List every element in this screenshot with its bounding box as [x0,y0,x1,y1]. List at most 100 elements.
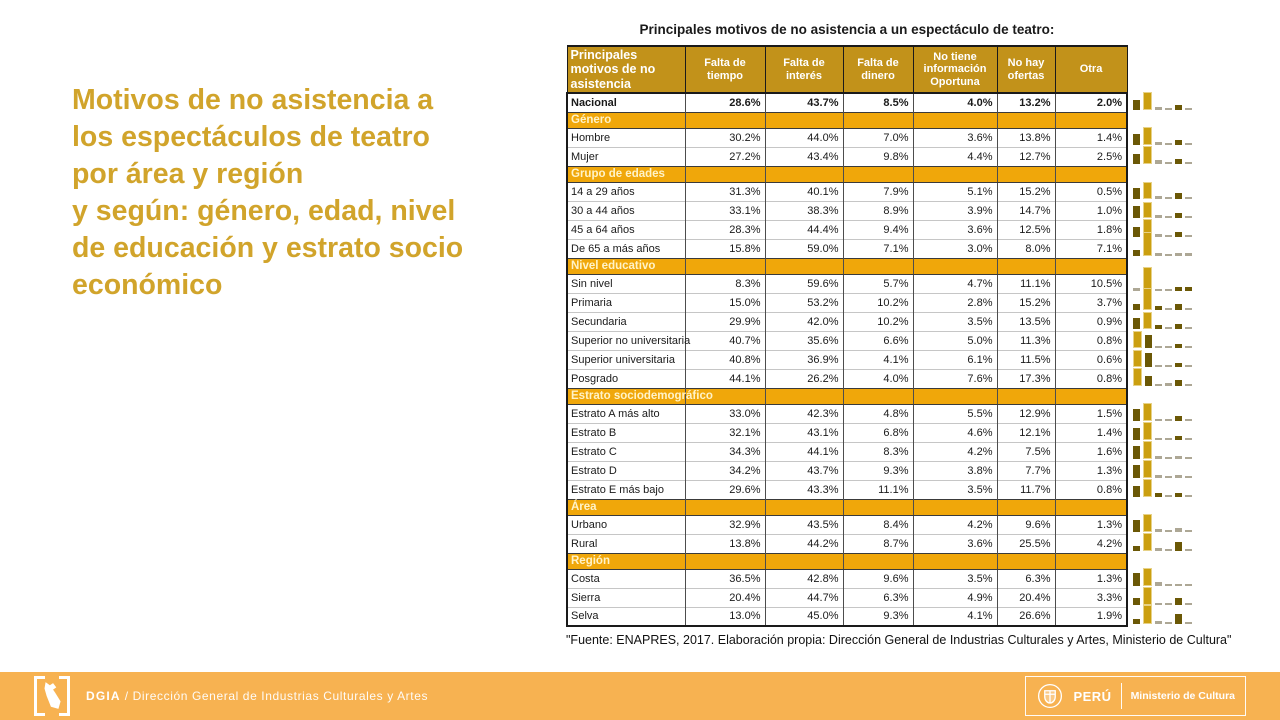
table-caption: Principales motivos de no asistencia a u… [639,22,1055,37]
row-sparkline-chart [1133,368,1192,387]
cell-value [765,111,844,129]
cell-value: 13.5% [997,311,1056,332]
row-sparkline-chart [1133,533,1192,552]
cell-value: 43.4% [765,146,844,167]
cell-value: 6.6% [843,330,914,351]
sparkline-bar [1185,346,1192,349]
sparkline-bar [1175,363,1182,368]
cell-value [997,498,1056,516]
column-header: Falta de dinero [842,44,914,95]
cell-value [1055,257,1128,275]
sparkline-bar [1175,213,1182,219]
cell-value: 17.3% [997,368,1056,389]
cell-value: 15.0% [685,292,766,313]
sparkline-cell [1127,422,1199,442]
sparkline-bar [1155,384,1162,387]
cell-value [997,257,1056,275]
cell-value [765,257,844,275]
cell-value: 8.7% [843,533,914,554]
row-label: Primaria [566,292,686,313]
cell-value: 3.5% [913,479,998,500]
cell-value: 15.8% [685,238,766,259]
cell-value [1055,498,1128,516]
sparkline-bar [1175,614,1182,625]
sparkline-bar [1175,380,1182,387]
sparkline-cell [1127,587,1199,607]
cell-value: 13.8% [685,533,766,554]
cell-value: 59.6% [765,273,844,294]
cell-value: 7.0% [843,127,914,148]
row-sparkline-chart [1133,219,1192,238]
row-label: Región [566,552,686,570]
cell-value: 4.7% [913,273,998,294]
cell-value [913,387,998,405]
column-header: No tiene información Oportuna [912,44,998,95]
cell-value [1055,111,1128,129]
row-sparkline-chart [1133,605,1192,625]
sparkline-bar [1165,235,1172,238]
right-bracket-icon [59,676,70,716]
cell-value: 14.7% [997,200,1056,221]
sparkline-bar [1165,383,1172,387]
row-label: 14 a 29 años [566,181,686,202]
cell-value: 1.3% [1055,460,1128,481]
cell-value: 44.1% [685,368,766,389]
cell-value: 5.7% [843,273,914,294]
cell-value: 4.4% [913,146,998,167]
sparkline-bar [1185,530,1192,533]
cell-value [843,498,914,516]
sparkline-cell [1127,201,1199,220]
sparkline-bar [1155,346,1162,349]
table-row: Estrato D 34.2% 43.7% 9.3% 3.8% 7.7% 1.3% [566,460,1199,481]
row-label: Posgrado [566,368,686,389]
sparkline-bar [1175,344,1182,349]
sparkline-bar [1155,325,1162,330]
table-row: Superior no universitaria 40.7% 35.6% 6.6% 5… [566,330,1199,351]
sparkline-cell [1127,92,1199,112]
left-bracket-icon [34,676,45,716]
cell-value: 20.4% [997,587,1056,608]
sparkline-bar [1143,568,1152,587]
cell-value: 31.3% [685,181,766,202]
cell-value: 42.3% [765,403,844,424]
cell-value: 44.2% [765,533,844,554]
peru-coat-of-arms-icon [1038,683,1063,709]
sparkline-bar [1165,143,1172,146]
ministry-label: Ministerio de Cultura [1130,690,1235,702]
cell-value: 4.8% [843,403,914,424]
sparkline-bar [1175,304,1182,311]
sparkline-bar [1175,542,1182,552]
cell-value [1055,165,1128,183]
sparkline-bar [1143,92,1152,111]
sparkline-bar [1185,327,1192,330]
sparkline-bar [1185,419,1192,422]
sparkline-cell [1127,499,1199,515]
table-row: 45 a 64 años 28.3% 44.4% 9.4% 3.6% 12.5% 1.8% [566,219,1199,240]
table-row: De 65 a más años 15.8% 59.0% 7.1% 3.0% 8.0% 7.… [566,232,1199,259]
cell-value: 32.1% [685,422,766,443]
cell-value: 4.2% [913,514,998,535]
sparkline-bar [1143,605,1152,625]
cell-value [685,552,766,570]
dgia-brackets-peru-map-icon [34,676,70,716]
sparkline-cell [1127,312,1199,331]
row-label: Estrato sociodemográfico [566,387,713,405]
sparkline-bar [1133,573,1140,587]
sparkline-bar [1155,493,1162,498]
cell-value: 43.7% [765,92,844,113]
slide-title-line: por área y región [72,158,304,190]
cell-value: 36.9% [765,349,844,370]
sparkline-bar [1143,422,1152,441]
sparkline-bar [1175,193,1182,200]
cell-value [997,387,1056,405]
sparkline-bar [1185,476,1192,479]
sparkline-bar [1133,520,1140,533]
cell-value: 12.9% [997,403,1056,424]
sparkline-bar [1155,160,1162,165]
column-header: No hay ofertas [996,44,1056,95]
sparkline-cell [1127,368,1199,388]
sparkline-bar [1145,353,1152,368]
cell-value: 44.7% [765,587,844,608]
sparkline-bar [1155,529,1162,533]
